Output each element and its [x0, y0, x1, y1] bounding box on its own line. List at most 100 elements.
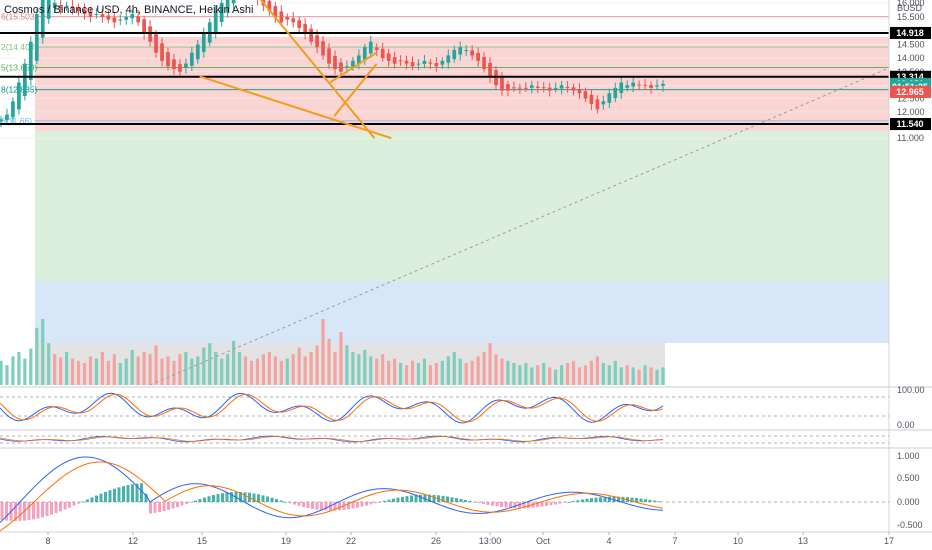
currency-label: BUSD: [897, 3, 923, 13]
volume-bar: [333, 352, 337, 385]
volume-bar: [47, 343, 51, 385]
macd-hist-bar: [14, 502, 17, 522]
candle-body: [315, 35, 319, 48]
candle-body: [40, 0, 45, 38]
volume-bar: [470, 360, 474, 385]
macd-hist-bar: [68, 502, 71, 508]
price-tick-label: 15.500: [897, 12, 925, 22]
macd-hist-bar: [500, 502, 503, 508]
macd-hist-bar: [428, 494, 431, 502]
candle-body: [637, 84, 641, 86]
macd-hist-bar: [635, 498, 638, 502]
macd-hist-bar: [194, 500, 197, 502]
volume-bar: [583, 365, 588, 385]
macd-hist-bar: [441, 495, 445, 502]
macd-hist-bar: [288, 502, 292, 504]
volume-bar: [357, 354, 361, 385]
candle-body: [172, 59, 176, 70]
macd-tick-neg05: -0.500: [897, 520, 923, 530]
volume-bar: [190, 358, 194, 385]
trendline: [329, 51, 378, 84]
candle-body: [0, 119, 3, 122]
volume-bar: [542, 363, 546, 385]
time-tick-label: 12: [128, 536, 138, 546]
macd-hist-bar: [126, 485, 130, 502]
volume-bar: [577, 367, 582, 385]
macd-hist-bar: [59, 502, 62, 512]
candle-body: [649, 85, 653, 88]
volume-bar: [554, 369, 558, 385]
volume-bar: [613, 360, 617, 385]
candle-body: [82, 9, 87, 15]
macd-tick-05: 0.500: [897, 473, 920, 483]
volume-bar: [369, 356, 373, 385]
candle-body: [213, 11, 218, 33]
volume-bar: [649, 367, 653, 385]
candle-body: [416, 63, 421, 65]
candle-body: [368, 41, 373, 54]
macd-hist-bar: [72, 502, 76, 506]
macd-hist-bar: [189, 502, 193, 503]
candle-body: [595, 99, 600, 110]
time-tick-label: 4: [606, 536, 611, 546]
macd-hist-bar: [455, 498, 458, 502]
volume-bar: [351, 352, 355, 385]
macd-hist-bar: [621, 496, 625, 502]
level-tag-label: 11.540: [896, 119, 923, 129]
candle-body: [28, 41, 33, 80]
volume-bar: [530, 367, 534, 385]
macd-hist-bar: [338, 502, 341, 511]
macd-hist-bar: [378, 502, 382, 503]
candle-body: [589, 94, 594, 104]
candle-body: [345, 66, 349, 68]
volume-bar: [387, 360, 391, 385]
volume-bar: [261, 354, 266, 385]
candle-body: [195, 44, 200, 60]
macd-hist-bar: [558, 502, 562, 504]
horizontal-levels: [0, 31, 889, 126]
volume-bar: [560, 365, 564, 385]
macd-hist-bar: [473, 502, 476, 503]
candle-body: [607, 93, 612, 103]
volume-bar: [655, 369, 659, 385]
price-tick-label: 12.000: [897, 107, 925, 117]
candle-body: [386, 53, 391, 61]
time-tick-label: 7: [672, 536, 677, 546]
stoch-k-line: [0, 392, 664, 424]
macd-hist-bar: [401, 496, 404, 502]
macd-hist-bar: [270, 497, 274, 502]
fib-level-label: 2(14.403): [1, 42, 38, 52]
macd-hist-bar: [527, 502, 530, 509]
candle-body: [142, 19, 146, 34]
macd-hist-bar: [477, 502, 481, 504]
volume-bar: [518, 365, 522, 385]
volume-bar: [428, 365, 433, 385]
trendline: [333, 63, 378, 117]
fib-level-label: 6(15.503): [1, 12, 38, 22]
candle-body: [488, 62, 492, 78]
time-tick-label: 8: [45, 536, 50, 546]
macd-hist-bar: [54, 502, 58, 514]
time-tick-label: 22: [346, 536, 356, 546]
volume-bar: [70, 358, 75, 385]
macd-hist-bar: [252, 493, 256, 502]
candle-body: [553, 87, 558, 90]
macd-hist-bar: [374, 502, 377, 504]
candle-body: [267, 0, 272, 12]
volume-bar: [0, 360, 3, 385]
volume-bar: [184, 352, 188, 385]
candle-body: [380, 48, 385, 59]
candle-body: [112, 17, 117, 23]
macd-hist-bar: [302, 502, 305, 507]
volume-bar: [297, 347, 301, 385]
macd-hist-bar: [576, 500, 580, 502]
volume-bar: [172, 360, 176, 385]
volume-bar: [548, 367, 552, 385]
macd-hist-bar: [207, 496, 211, 502]
level-tag-label: 14.918: [896, 28, 924, 38]
candle-body: [285, 16, 290, 20]
candle-body: [619, 82, 624, 93]
macd-hist-bar: [198, 499, 202, 502]
candle-body: [571, 87, 576, 91]
